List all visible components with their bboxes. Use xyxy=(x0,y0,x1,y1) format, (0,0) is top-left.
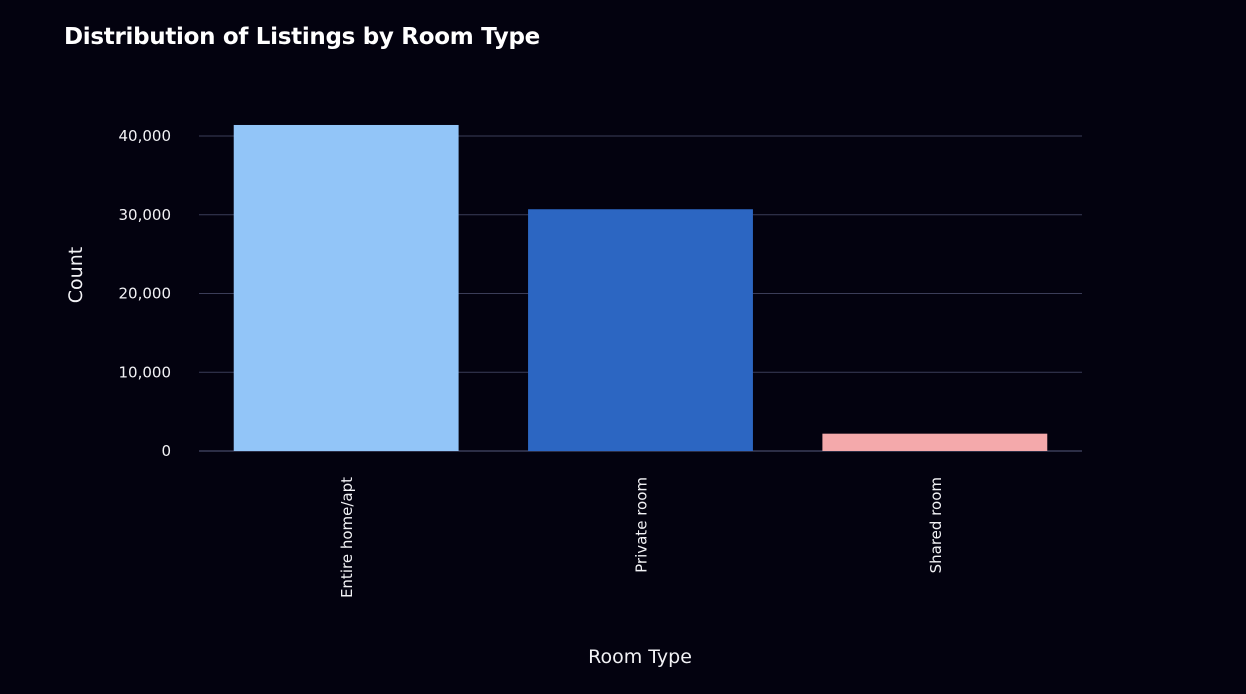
y-tick-label: 40,000 xyxy=(119,127,172,145)
x-axis-title: Room Type xyxy=(588,646,692,668)
x-axis-ticks: Entire home/apt Private room Shared room xyxy=(338,477,945,598)
y-tick-label: 20,000 xyxy=(119,285,172,303)
y-tick-label: 30,000 xyxy=(119,206,172,224)
y-axis-title: Count xyxy=(65,247,87,303)
bar-shared-room xyxy=(822,433,1048,451)
bar-private-room xyxy=(528,209,753,451)
x-tick-label: Entire home/apt xyxy=(338,477,356,598)
y-tick-label: 10,000 xyxy=(119,363,172,381)
bars xyxy=(233,124,1048,451)
y-tick-label: 0 xyxy=(161,442,171,460)
x-tick-label: Private room xyxy=(633,477,651,573)
x-tick-label: Shared room xyxy=(927,477,945,573)
chart-title: Distribution of Listings by Room Type xyxy=(64,24,540,50)
bar-entire-home-apt xyxy=(233,124,459,451)
y-axis-ticks: 0 10,000 20,000 30,000 40,000 xyxy=(119,127,172,460)
